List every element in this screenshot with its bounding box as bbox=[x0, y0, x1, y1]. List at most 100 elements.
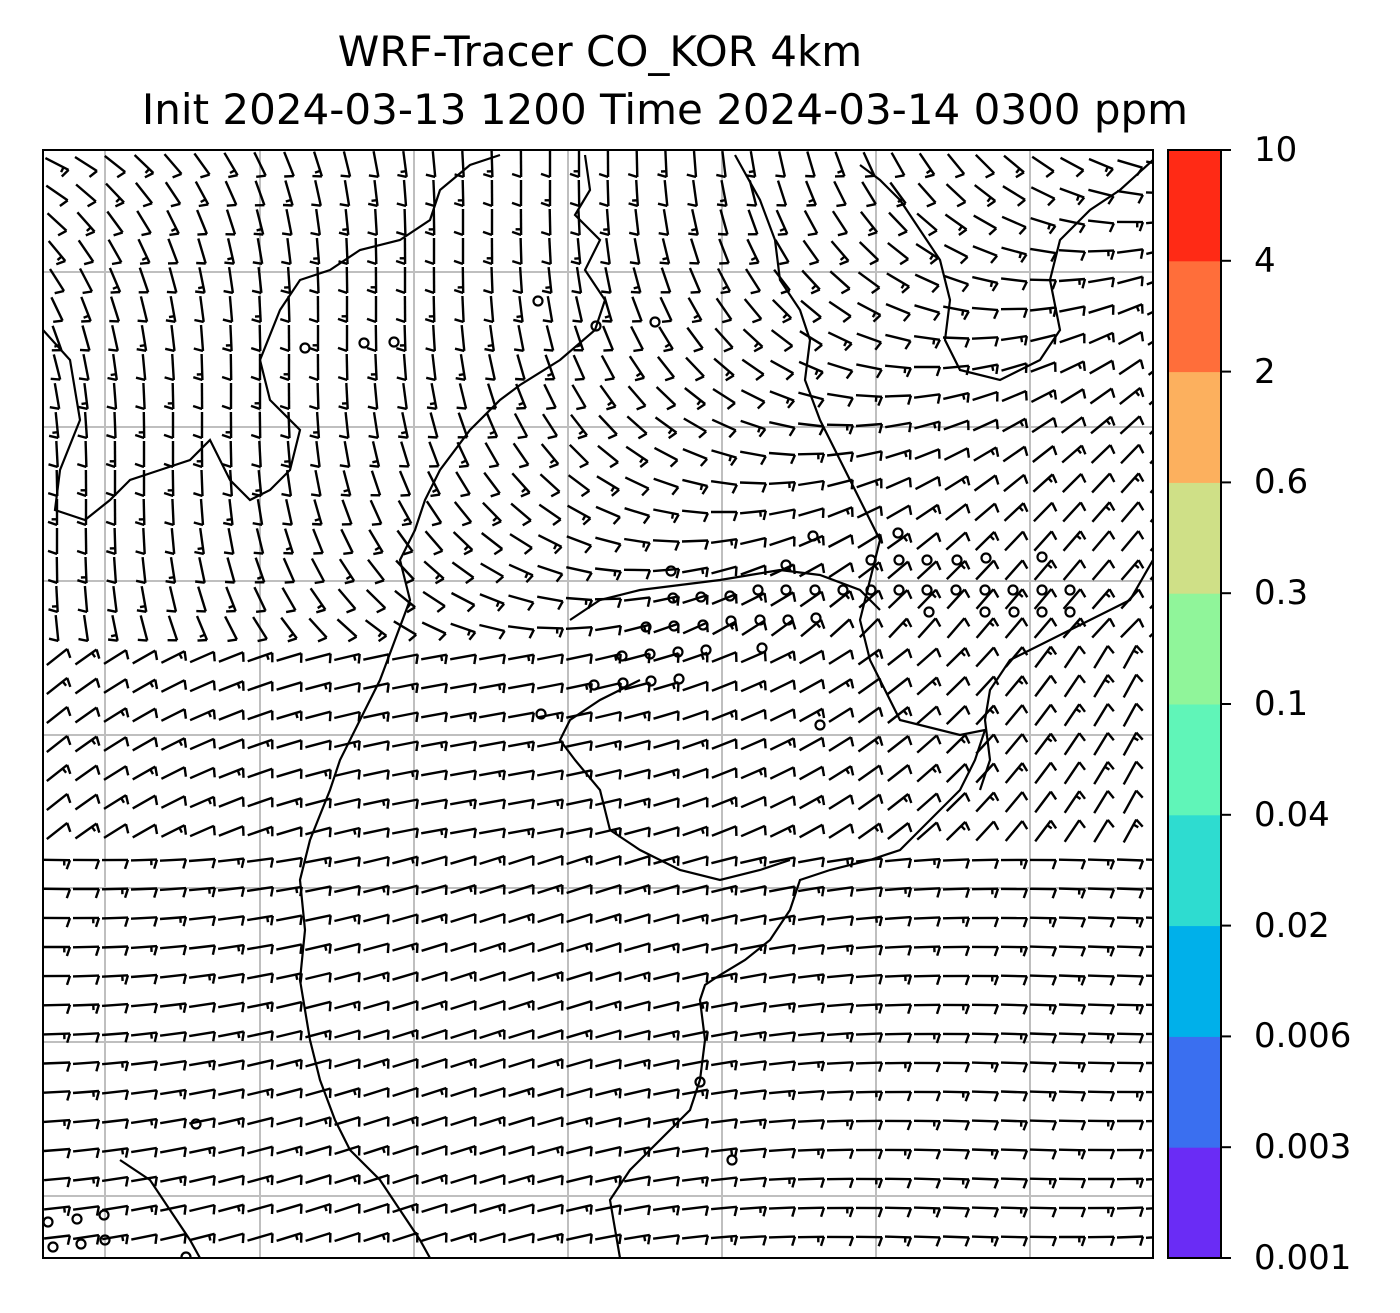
wind-barb bbox=[1000, 1148, 1029, 1160]
wind-barb bbox=[536, 626, 565, 638]
wind-barb bbox=[247, 1232, 274, 1243]
calm-marker bbox=[695, 591, 707, 603]
wind-barb bbox=[826, 1148, 855, 1160]
wind-barb bbox=[1122, 673, 1144, 698]
wind-barb bbox=[1062, 617, 1087, 639]
wind-barb bbox=[1000, 307, 1029, 319]
wind-barb bbox=[364, 619, 388, 643]
wind-barb bbox=[855, 394, 884, 407]
wind-barb bbox=[449, 798, 477, 810]
wind-barb bbox=[942, 336, 971, 348]
wind-barb bbox=[746, 180, 758, 207]
wind-barb bbox=[1117, 330, 1145, 346]
wind-barb bbox=[478, 827, 506, 839]
wind-barb bbox=[308, 617, 328, 643]
wind-barb bbox=[392, 1086, 419, 1098]
wind-barb bbox=[884, 974, 913, 985]
wind-barb bbox=[856, 505, 883, 519]
wind-barb bbox=[1058, 1206, 1087, 1218]
wind-barb bbox=[570, 413, 588, 440]
wind-barb bbox=[391, 682, 419, 694]
wind-barb bbox=[193, 469, 204, 498]
wind-barb bbox=[595, 913, 622, 924]
wind-barb bbox=[449, 827, 477, 839]
wind-barb bbox=[537, 1058, 564, 1069]
wind-barb bbox=[46, 647, 72, 667]
wind-barb bbox=[276, 652, 303, 663]
wind-barb bbox=[483, 266, 494, 295]
wind-barb bbox=[1145, 887, 1153, 891]
wind-barb bbox=[392, 884, 419, 896]
wind-barb bbox=[479, 999, 506, 1011]
wind-barb bbox=[398, 470, 412, 497]
wind-barb bbox=[189, 1174, 216, 1186]
calm-marker bbox=[697, 619, 709, 631]
wind-barb bbox=[74, 706, 101, 724]
wind-barb bbox=[945, 676, 971, 696]
wind-barb bbox=[449, 682, 477, 694]
wind-barb bbox=[134, 498, 146, 527]
wind-barb bbox=[739, 1147, 768, 1159]
wind-barb bbox=[450, 884, 477, 895]
wind-barb bbox=[946, 588, 971, 610]
wind-barb bbox=[252, 237, 264, 265]
wind-barb bbox=[217, 1001, 245, 1013]
wind-barb bbox=[453, 266, 465, 295]
wind-barb bbox=[132, 678, 159, 694]
wind-barb bbox=[884, 421, 912, 433]
wind-barb bbox=[454, 324, 466, 353]
wind-barb bbox=[1058, 858, 1087, 870]
wind-barb bbox=[686, 150, 698, 179]
wind-barb bbox=[712, 387, 736, 410]
wind-barb bbox=[1004, 675, 1029, 697]
wind-barb bbox=[624, 739, 651, 751]
wind-barb bbox=[739, 943, 767, 955]
wind-barb bbox=[508, 883, 535, 895]
wind-barb bbox=[43, 858, 72, 870]
wind-barb bbox=[1029, 1235, 1058, 1247]
wind-barb bbox=[46, 676, 72, 696]
calm-marker bbox=[640, 621, 652, 633]
wind-barb bbox=[74, 155, 98, 178]
wind-barb bbox=[887, 764, 913, 782]
wind-barb bbox=[392, 1000, 419, 1011]
wind-barb bbox=[624, 855, 651, 866]
wind-barb bbox=[304, 856, 332, 868]
wind-barb bbox=[1093, 674, 1115, 698]
colorbar-tick-label: 0.003 bbox=[1254, 1127, 1352, 1168]
wind-barb bbox=[1004, 704, 1029, 726]
wind-barb bbox=[485, 354, 496, 381]
wind-barb bbox=[308, 353, 320, 382]
wind-barb bbox=[159, 1002, 188, 1014]
wind-barb bbox=[972, 390, 999, 402]
wind-barb bbox=[797, 914, 826, 926]
wind-barb bbox=[72, 916, 101, 928]
wind-barb bbox=[1122, 760, 1144, 785]
wind-barb bbox=[797, 1177, 826, 1189]
wind-barb bbox=[798, 1266, 824, 1275]
wind-barb bbox=[826, 423, 855, 435]
wind-barb bbox=[942, 858, 971, 869]
wind-barb bbox=[1088, 1177, 1116, 1189]
wind-barb bbox=[566, 912, 593, 924]
wind-barb bbox=[276, 1058, 303, 1070]
wind-barb bbox=[682, 738, 709, 750]
wind-barb bbox=[681, 509, 709, 523]
wind-barb bbox=[366, 237, 378, 266]
wind-barb bbox=[537, 941, 564, 953]
wind-barb bbox=[715, 297, 733, 324]
wind-barb bbox=[392, 942, 419, 953]
wind-barb bbox=[450, 1144, 477, 1156]
wind-barb bbox=[537, 854, 564, 866]
wind-barb bbox=[47, 528, 59, 556]
wind-barb bbox=[918, 152, 936, 179]
wind-barb bbox=[537, 1232, 564, 1244]
wind-barb bbox=[424, 266, 436, 295]
wind-barb bbox=[623, 1204, 651, 1216]
wind-barb bbox=[799, 649, 826, 665]
wind-barb bbox=[107, 585, 118, 614]
wind-barb bbox=[281, 208, 293, 236]
wind-barb bbox=[739, 450, 767, 466]
wind-barb bbox=[1000, 916, 1029, 928]
wind-barb bbox=[740, 536, 767, 548]
